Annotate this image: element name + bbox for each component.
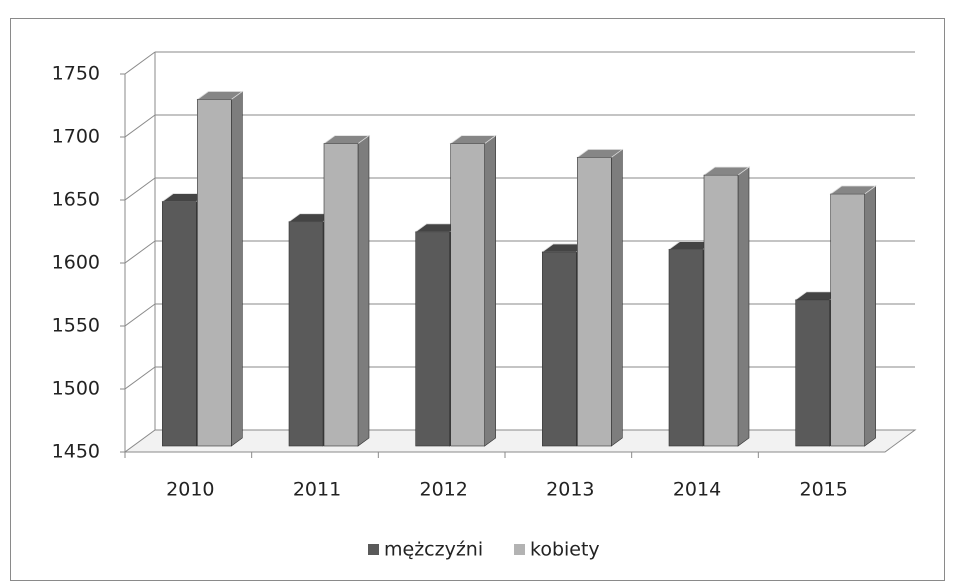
legend-label: mężczyźni [384, 539, 483, 561]
grid-diagonal [124, 303, 156, 327]
bar-side [737, 166, 750, 447]
bar [197, 99, 232, 447]
bar [703, 174, 739, 447]
grid-diagonal [124, 51, 156, 75]
grid-diagonal [124, 114, 156, 138]
x-tick-label: 2014 [673, 479, 721, 501]
y-tick-label: 1500 [52, 378, 100, 400]
bar [795, 299, 830, 447]
bar-side [864, 185, 876, 447]
y-tick-label: 1550 [52, 315, 100, 337]
y-tick-label: 1750 [52, 63, 100, 85]
grid-diagonal [124, 240, 156, 264]
bar [323, 143, 359, 447]
grid-diagonal [124, 177, 156, 201]
y-tick-label: 1700 [52, 126, 100, 148]
bar-side [357, 135, 370, 447]
y-tick-label: 1650 [52, 189, 100, 211]
bar [542, 251, 577, 447]
bar [288, 221, 324, 447]
y-tick-label: 1450 [52, 441, 100, 463]
x-tick-label: 2012 [419, 479, 467, 501]
bar [577, 157, 612, 447]
bar-side [484, 135, 496, 447]
bar-side [611, 148, 623, 447]
bar [668, 249, 704, 447]
x-tick-label: 2010 [166, 479, 214, 501]
bar [415, 231, 450, 447]
y-tick-label: 1600 [52, 252, 100, 274]
x-tick-label: 2013 [546, 479, 594, 501]
bar-side [231, 90, 243, 447]
bar [450, 143, 485, 447]
legend-label: kobiety [530, 539, 600, 561]
legend-swatch [514, 544, 525, 555]
x-tick-label: 2015 [799, 479, 847, 501]
x-tick-label: 2011 [293, 479, 341, 501]
grid-diagonal [124, 366, 156, 390]
bar [830, 193, 865, 447]
legend-swatch [368, 544, 379, 555]
bar [162, 201, 197, 447]
